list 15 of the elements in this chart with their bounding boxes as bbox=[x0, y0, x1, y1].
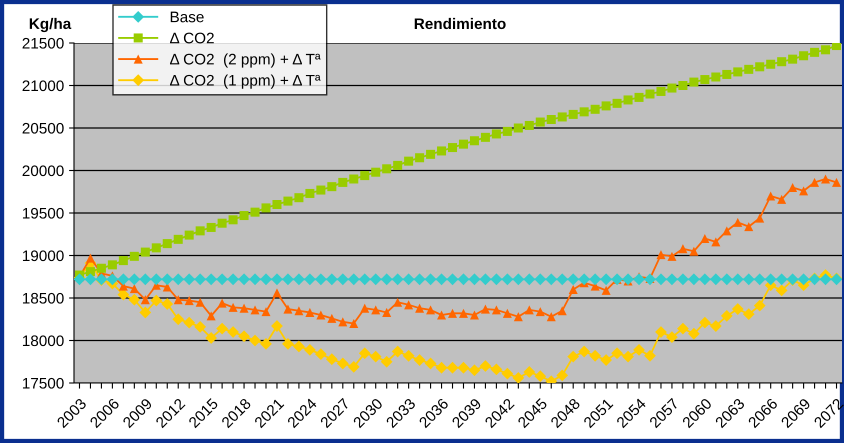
y-tick-label: 20500 bbox=[22, 122, 64, 134]
y-tick-label: 21500 bbox=[22, 38, 64, 49]
y-tick-label: 20000 bbox=[22, 165, 64, 176]
legend-label: Δ CO2 (2 ppm) + Δ Tª bbox=[170, 53, 321, 68]
chart-title: Rendimiento bbox=[414, 18, 506, 30]
y-tick-label: 18000 bbox=[22, 335, 64, 346]
y-axis-title: Kg/ha bbox=[30, 18, 72, 32]
y-tick-label: 19000 bbox=[22, 250, 64, 262]
legend-label: Base bbox=[170, 12, 204, 22]
y-tick-label: 21000 bbox=[22, 80, 64, 92]
legend-label: Δ CO2 bbox=[170, 32, 214, 44]
legend-label: Δ CO2 (1 ppm) + Δ Tª bbox=[170, 74, 321, 89]
y-tick-label: 19500 bbox=[22, 208, 64, 219]
y-tick-label: 17500 bbox=[22, 378, 64, 389]
y-tick-label: 18500 bbox=[22, 292, 64, 304]
